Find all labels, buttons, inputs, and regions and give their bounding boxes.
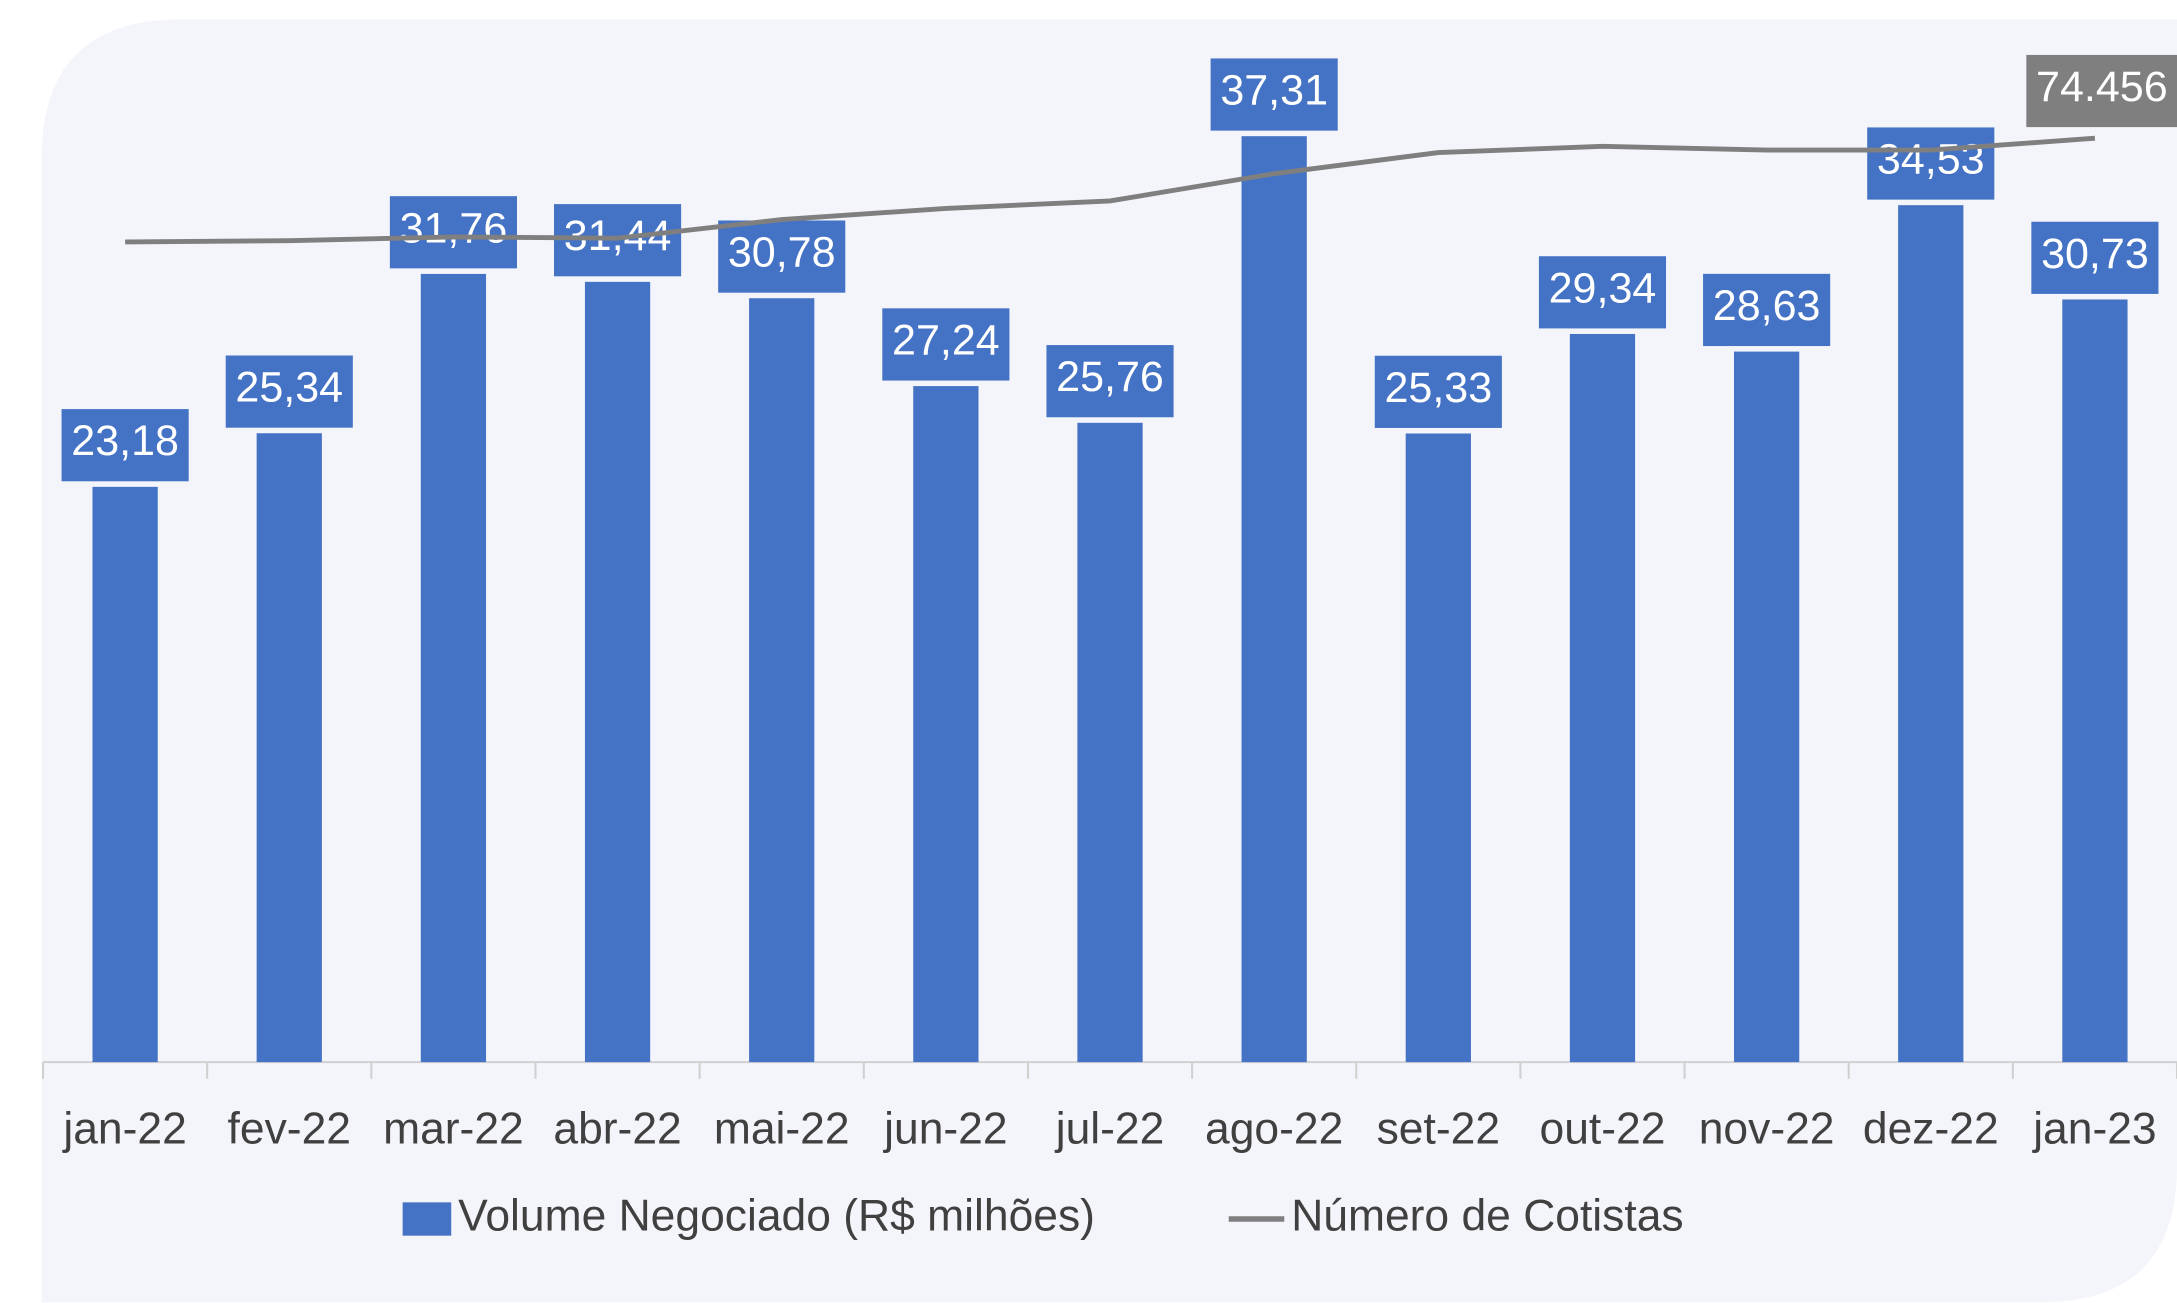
data-label-box [2031,221,2159,294]
chart-root: jan-22 fev-22 mar-22 abr-22 mai-22 jun-22 jul-… [41,19,2177,1303]
bar [1898,205,1964,1063]
legend-label: Volume Negociado (R$ milhões) [458,1192,1095,1241]
x-tick-label: mar-22 [383,1104,524,1153]
bar [913,386,979,1063]
data-label-box [389,196,517,269]
data-label-box [1703,273,1831,347]
x-tick-label: jan-23 [2031,1104,2156,1153]
data-label-box [1210,58,1338,131]
bar [584,281,651,1063]
x-tick-label: jun-22 [882,1104,1007,1153]
data-label: 25,33 [1374,355,1502,428]
data-label: 31,76 [400,204,508,252]
x-tick-label: fev-22 [228,1104,351,1153]
data-label: 23,18 [71,417,179,465]
bar [1241,136,1307,1063]
data-label-box [882,308,1010,381]
data-label: 34,53 [1867,127,1995,200]
x-tick-label: set-22 [1377,1104,1500,1153]
data-label: 37,31 [1210,58,1338,131]
data-label: 30,78 [718,220,846,293]
data-label: 31,76 [389,196,517,269]
bar [1733,351,1800,1063]
data-label: 23,18 [61,409,189,482]
data-label-box [1538,256,1667,329]
data-label-box [1374,355,1502,428]
data-label: 30,73 [2041,230,2149,278]
bar [420,273,487,1063]
data-label: 25,34 [225,355,353,428]
bar [1405,433,1471,1063]
x-tick-label: nov-22 [1699,1104,1835,1153]
legend-label: Número de Cotistas [1291,1192,1683,1241]
x-tick-label: jan-22 [61,1104,186,1153]
data-label: 37,31 [1220,67,1328,115]
data-label: 29,34 [1538,256,1667,329]
data-label: 25,33 [1384,364,1492,412]
x-tick-label: abr-22 [553,1104,681,1153]
data-label-box [225,355,353,428]
data-label: 34,53 [1877,136,1985,184]
data-label-box [2026,54,2177,128]
data-label-box [1046,345,1174,418]
data-label: 30,78 [728,229,836,277]
data-label: 28,63 [1713,282,1821,330]
legend-swatch [402,1202,452,1236]
data-label: 27,24 [892,316,1000,364]
data-label: 74.456 [2026,54,2177,128]
data-label: 25,76 [1046,345,1174,418]
bar [1077,422,1143,1063]
line [125,135,2096,245]
x-tick-label: mai-22 [714,1104,850,1153]
data-label-box [61,409,189,482]
data-label: 28,63 [1703,273,1831,347]
data-label: 27,24 [882,308,1010,381]
data-label: 74.456 [2036,63,2168,111]
x-tick-label: jul-22 [1054,1104,1165,1153]
x-tick-label: ago-22 [1205,1104,1343,1153]
x-tick-label: dez-22 [1863,1104,1999,1153]
bar [92,486,158,1063]
x-tick-label: out-22 [1540,1104,1666,1153]
data-label-box [718,220,846,293]
data-label: 30,73 [2031,221,2159,294]
data-label: 25,76 [1056,353,1164,401]
data-label: 25,34 [235,364,343,412]
bar [1569,333,1636,1063]
bar [256,433,322,1063]
data-label: 29,34 [1549,264,1657,312]
data-label-box [1867,127,1995,200]
bar [749,298,815,1063]
bar [2062,299,2128,1063]
